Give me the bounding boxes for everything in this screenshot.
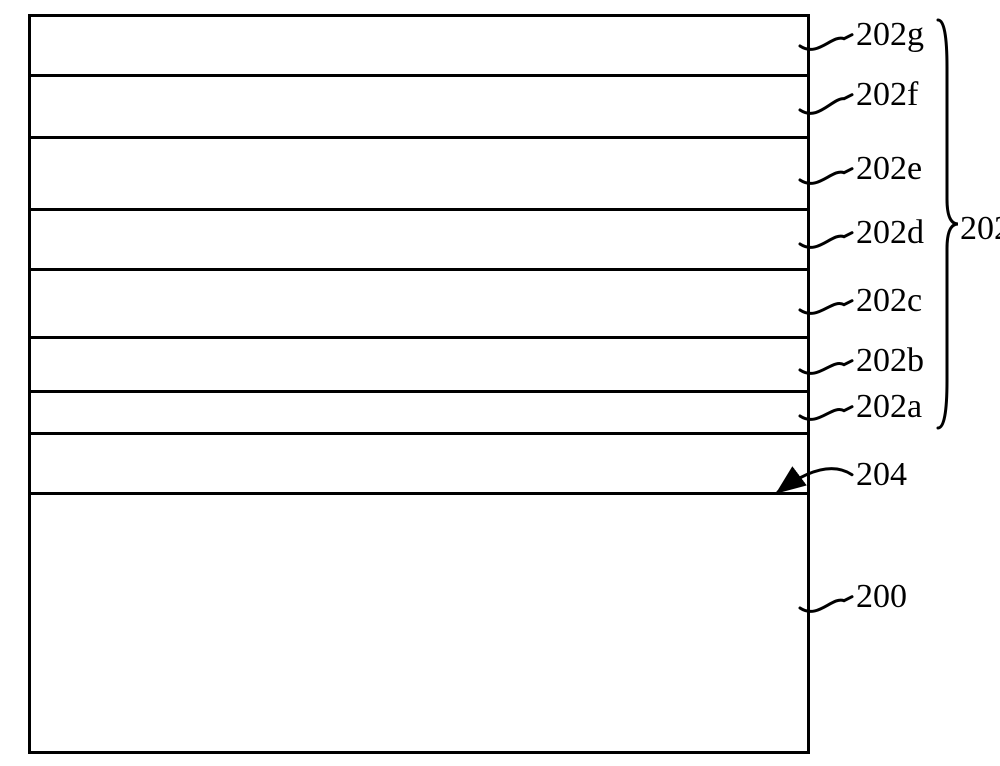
label-202f: 202f: [856, 76, 918, 114]
leader-lines-svg: [0, 0, 1000, 766]
leader-202b: [800, 361, 852, 374]
label-202e: 202e: [856, 150, 922, 188]
leader-202a: [800, 407, 852, 420]
leader-200: [800, 597, 852, 612]
leader-202e: [800, 169, 852, 184]
label-202g: 202g: [856, 16, 924, 54]
label-202a: 202a: [856, 388, 922, 426]
leader-202c: [800, 301, 852, 314]
label-202d: 202d: [856, 214, 924, 252]
group-brace-path: [938, 20, 958, 428]
diagram-canvas: 202g 202f 202e 202d 202c 202b 202a 204 200 202: [0, 0, 1000, 766]
leader-204: [778, 469, 852, 492]
leader-202g: [800, 35, 852, 50]
group-brace-label: 202: [960, 210, 1000, 248]
label-202b: 202b: [856, 342, 924, 380]
label-204: 204: [856, 456, 907, 494]
label-202c: 202c: [856, 282, 922, 320]
leader-202f: [800, 95, 852, 114]
label-200: 200: [856, 578, 907, 616]
leader-202d: [800, 233, 852, 248]
